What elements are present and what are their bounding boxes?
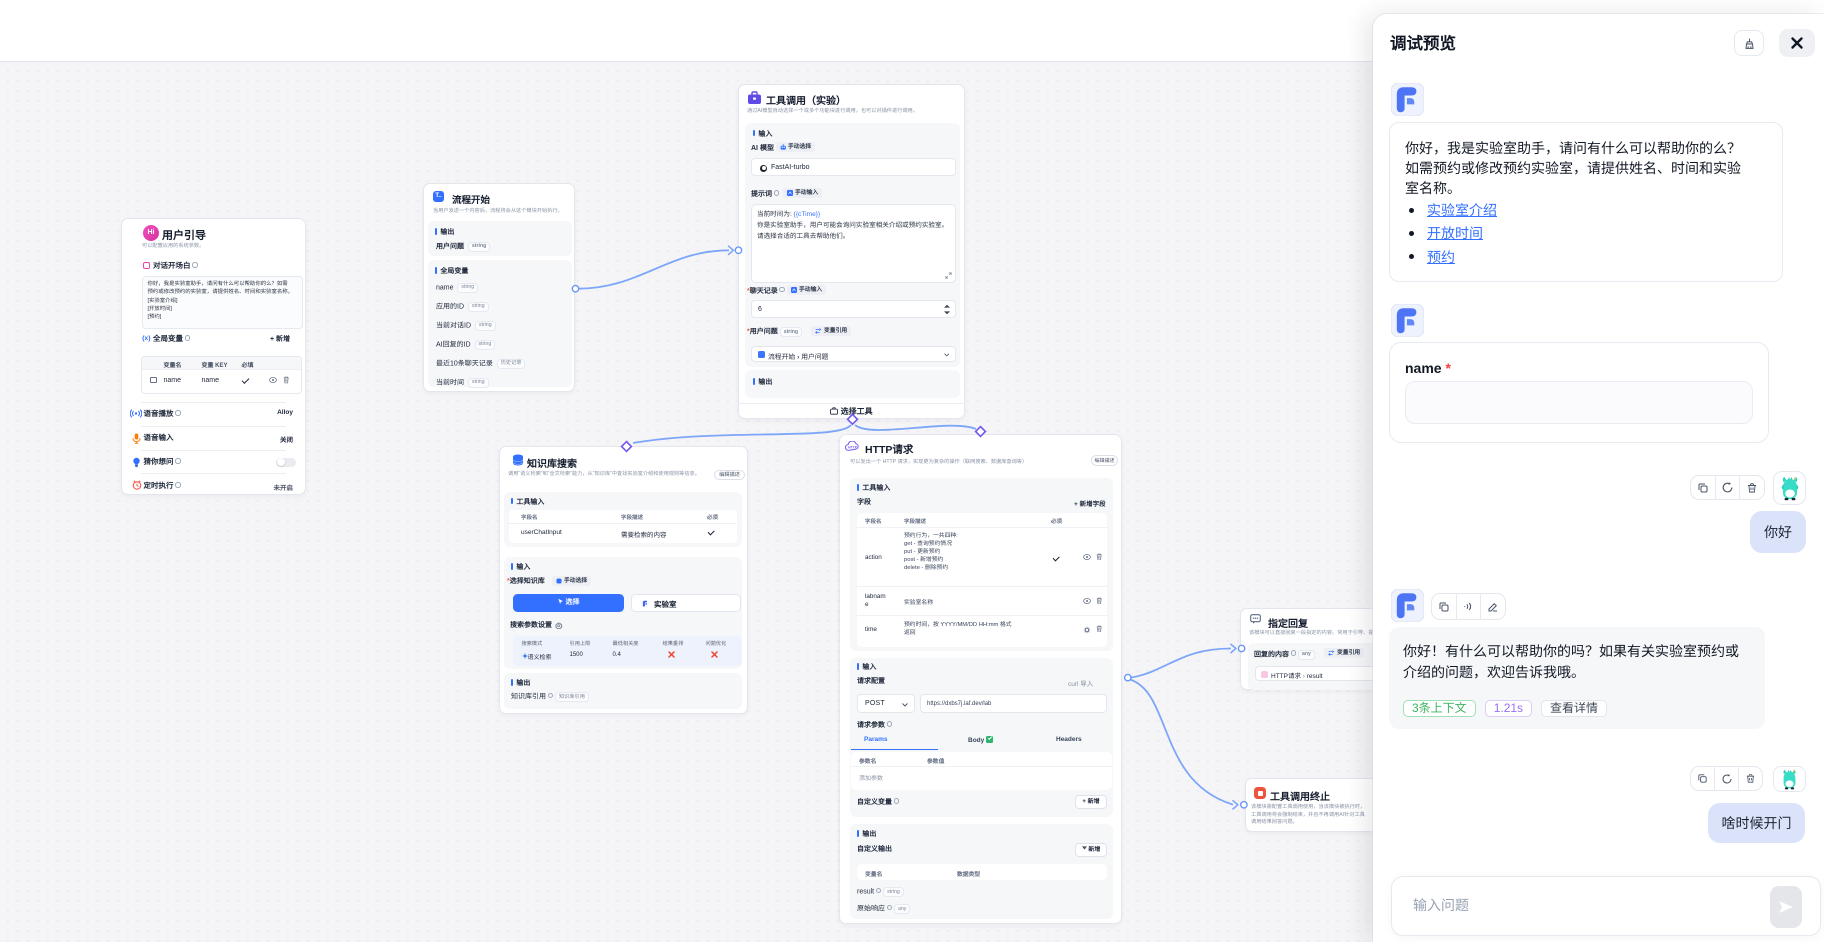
svg-text:HTTP: HTTP	[848, 446, 858, 450]
